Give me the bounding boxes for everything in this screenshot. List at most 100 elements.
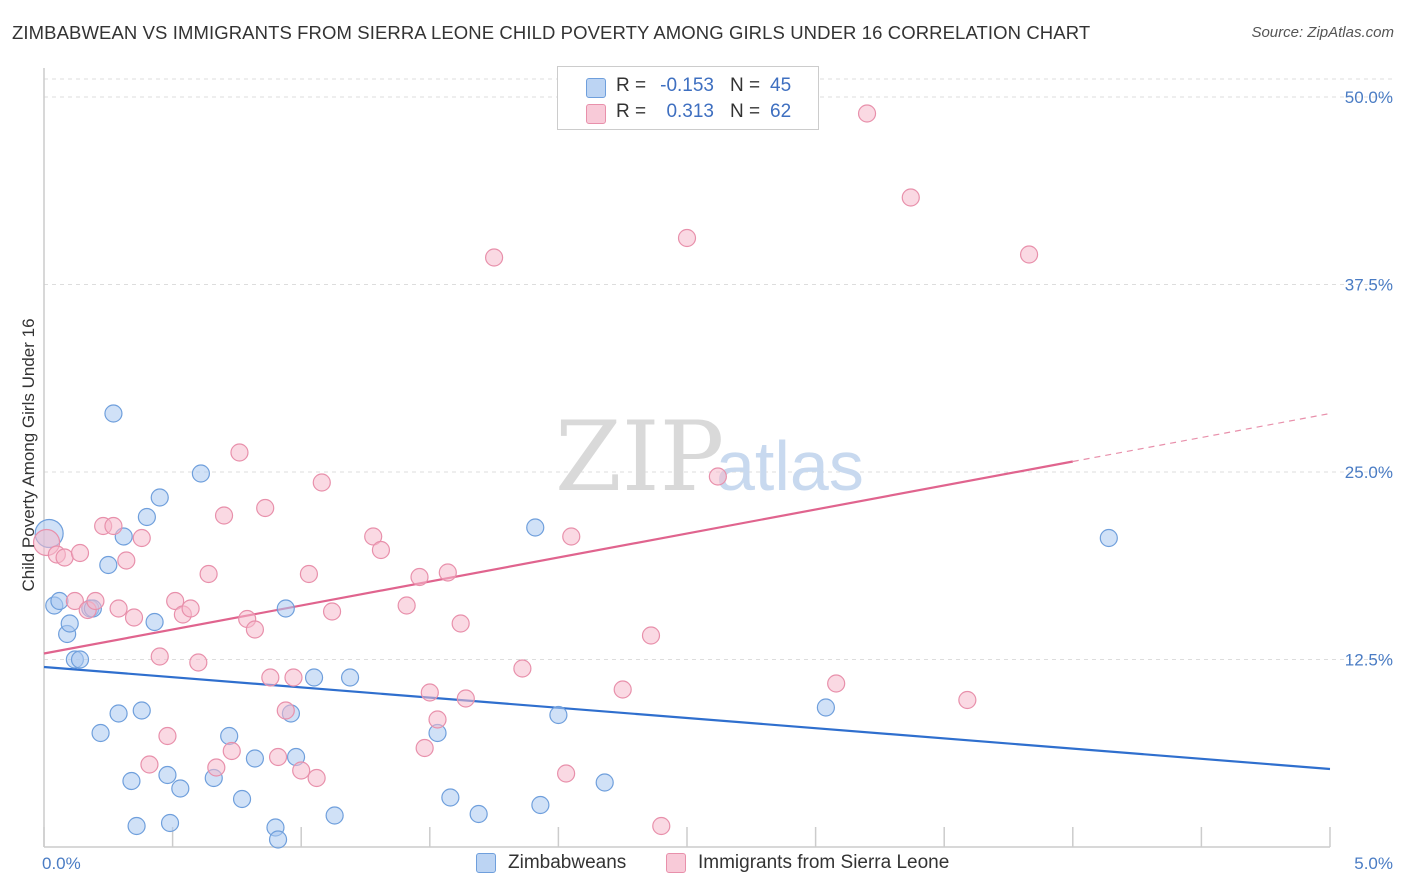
tick-labels: 12.5% 25.0% 37.5% 50.0% 0.0% 5.0% xyxy=(42,88,1393,873)
y-axis-label: Child Poverty Among Girls Under 16 xyxy=(19,318,38,591)
data-point-sierra-leone xyxy=(199,564,218,584)
grid-lines xyxy=(44,78,1394,660)
data-point-sierra-leone xyxy=(857,104,877,123)
data-point-sierra-leone xyxy=(958,690,977,710)
data-point-zimbabweans xyxy=(137,507,156,527)
trend-line-sierra-leone xyxy=(43,460,1074,655)
data-point-sierra-leone xyxy=(312,473,331,492)
data-point-zimbabweans xyxy=(50,591,69,611)
data-point-sierra-leone xyxy=(230,443,249,462)
trend-line-zimbabweans xyxy=(43,665,1331,771)
data-point-zimbabweans xyxy=(150,488,169,507)
data-point-sierra-leone xyxy=(166,591,185,611)
data-point-sierra-leone xyxy=(214,506,234,525)
data-point-sierra-leone xyxy=(132,528,151,548)
data-point-sierra-leone xyxy=(428,710,447,729)
data-point-zimbabweans xyxy=(109,704,128,723)
data-point-sierra-leone xyxy=(256,498,275,518)
y-tick-label: 37.5% xyxy=(1345,276,1393,295)
stats-legend: R = -0.153 N = 45 R = 0.313 N = 62 xyxy=(557,66,819,130)
data-point-sierra-leone xyxy=(292,761,311,780)
data-point-zimbabweans xyxy=(816,698,835,717)
data-point-zimbabweans xyxy=(160,813,180,833)
data-point-sierra-leone xyxy=(222,741,241,761)
bottom-legend-label: Zimbabweans xyxy=(508,852,627,873)
data-point-sierra-leone xyxy=(299,564,319,584)
legend-r-value: -0.153 xyxy=(660,75,714,96)
data-point-zimbabweans xyxy=(304,668,324,687)
data-point-sierra-leone xyxy=(55,548,74,567)
data-point-sierra-leone xyxy=(364,527,383,546)
data-point-sierra-leone xyxy=(557,764,576,783)
y-tick-label: 50.0% xyxy=(1345,88,1393,107)
legend-row-sierra-leone: R = 0.313 N = 62 xyxy=(558,101,818,127)
data-point-zimbabweans xyxy=(220,726,239,746)
data-point-zimbabweans xyxy=(469,804,488,824)
data-point-sierra-leone xyxy=(150,647,169,666)
data-point-zimbabweans xyxy=(441,788,460,807)
data-point-sierra-leone xyxy=(613,680,632,699)
data-point-sierra-leone xyxy=(901,188,920,207)
data-point-zimbabweans xyxy=(1099,528,1118,548)
data-point-sierra-leone xyxy=(451,614,470,633)
y-tick-label: 12.5% xyxy=(1345,651,1393,670)
legend-n-label: N = xyxy=(730,101,761,122)
data-point-sierra-leone xyxy=(420,683,439,702)
data-point-zimbabweans xyxy=(276,599,295,618)
data-point-sierra-leone xyxy=(307,768,326,788)
data-point-sierra-leone xyxy=(456,689,475,708)
data-point-sierra-leone xyxy=(1019,245,1039,264)
data-point-sierra-leone xyxy=(181,599,200,618)
data-point-zimbabweans xyxy=(132,701,151,720)
chart-title: ZIMBABWEAN VS IMMIGRANTS FROM SIERRA LEO… xyxy=(12,22,1091,43)
data-point-sierra-leone xyxy=(109,599,128,618)
data-point-sierra-leone xyxy=(485,248,504,267)
data-point-zimbabweans xyxy=(531,795,550,815)
data-point-zimbabweans xyxy=(104,404,123,423)
legend-row-zimbabweans: R = -0.153 N = 45 xyxy=(558,75,818,101)
data-point-zimbabweans xyxy=(99,555,118,575)
legend-r-label: R = xyxy=(616,101,647,122)
series-sierra-leone xyxy=(32,104,1039,836)
data-point-sierra-leone xyxy=(261,668,280,687)
data-point-sierra-leone xyxy=(284,668,303,687)
data-point-zimbabweans xyxy=(268,830,288,849)
data-point-zimbabweans xyxy=(158,765,177,785)
data-point-sierra-leone xyxy=(371,540,391,560)
y-tick-label: 25.0% xyxy=(1345,463,1393,482)
data-point-sierra-leone xyxy=(124,608,144,627)
data-point-zimbabweans xyxy=(70,650,90,669)
data-point-sierra-leone xyxy=(641,626,661,645)
data-point-sierra-leone xyxy=(158,726,177,746)
trend-line-sierra-leone-extension xyxy=(1072,412,1331,463)
legend-n-label: N = xyxy=(730,75,761,96)
watermark: ZIP atlas xyxy=(555,401,864,513)
data-point-sierra-leone xyxy=(207,758,226,777)
data-point-zimbabweans xyxy=(595,773,614,792)
data-point-zimbabweans xyxy=(127,816,146,836)
data-point-sierra-leone xyxy=(245,620,265,639)
data-point-zimbabweans xyxy=(232,789,252,809)
data-point-sierra-leone xyxy=(562,527,581,546)
legend-swatch-blue xyxy=(586,78,606,98)
data-point-sierra-leone xyxy=(438,563,457,582)
axes xyxy=(43,68,1331,848)
data-point-sierra-leone xyxy=(189,653,208,672)
data-point-sierra-leone xyxy=(827,674,846,693)
data-point-zimbabweans xyxy=(91,723,110,743)
data-point-sierra-leone xyxy=(104,516,123,536)
legend-r-value: 0.313 xyxy=(666,101,714,122)
data-point-sierra-leone xyxy=(276,701,295,720)
data-point-zimbabweans xyxy=(549,705,568,725)
bottom-legend-swatch-pink xyxy=(666,853,686,873)
x-tick-label: 0.0% xyxy=(42,854,81,873)
x-tick-label: 5.0% xyxy=(1354,854,1393,873)
legend-swatch-pink xyxy=(586,104,606,124)
data-point-sierra-leone xyxy=(708,467,727,486)
data-point-sierra-leone xyxy=(140,755,159,774)
data-point-zimbabweans xyxy=(340,668,360,687)
bottom-legend-label: Immigrants from Sierra Leone xyxy=(698,852,950,873)
data-point-sierra-leone xyxy=(117,551,136,570)
data-point-sierra-leone xyxy=(415,738,434,758)
bottom-legend-swatch-blue xyxy=(476,853,496,873)
